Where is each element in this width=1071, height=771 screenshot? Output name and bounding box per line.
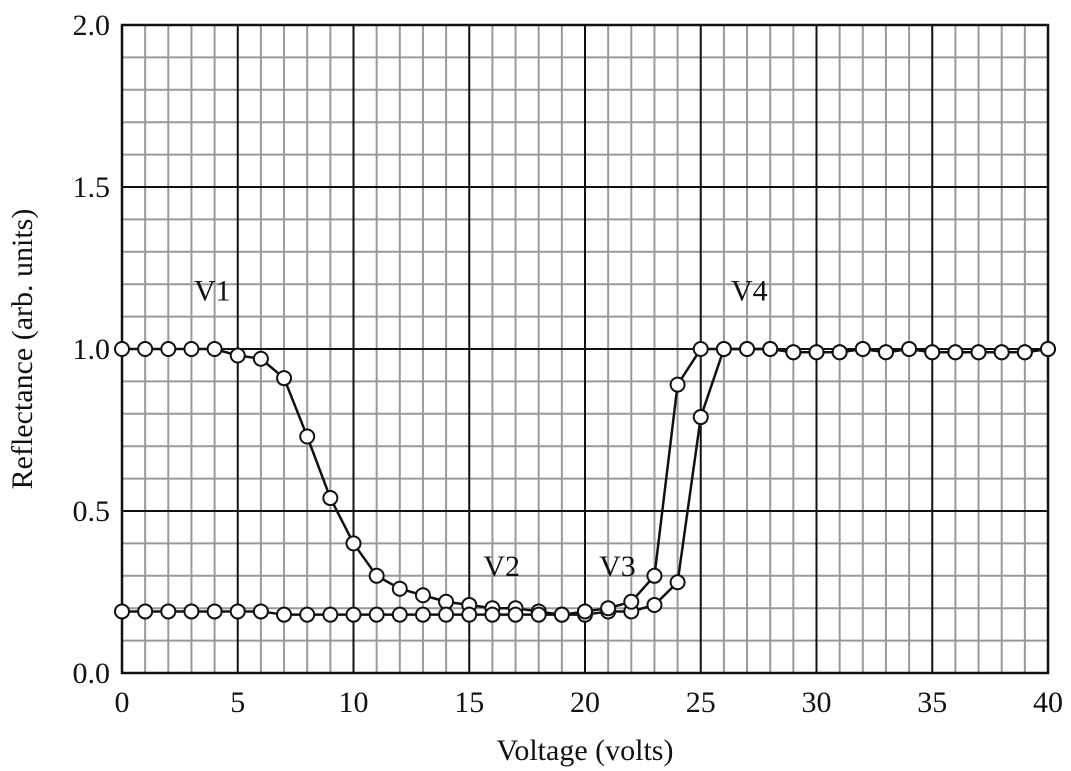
annotation: V4: [731, 274, 768, 307]
data-point: [970, 344, 987, 361]
data-point: [438, 593, 455, 610]
x-tick-label: 5: [230, 686, 245, 719]
data-point: [739, 341, 756, 357]
data-point: [553, 606, 570, 623]
data-point: [785, 344, 802, 361]
data-point: [229, 347, 246, 364]
data-point: [1040, 341, 1056, 357]
data-point: [276, 606, 293, 623]
data-point: [114, 341, 130, 357]
data-point: [160, 341, 177, 357]
data-point: [646, 567, 663, 584]
data-point: [391, 580, 408, 597]
x-tick-label: 30: [802, 686, 832, 719]
data-point: [947, 344, 964, 361]
data-point: [299, 428, 316, 445]
x-tick-label: 40: [1033, 686, 1063, 719]
data-point: [206, 341, 223, 357]
data-point: [461, 606, 478, 623]
x-tick-label: 0: [115, 686, 130, 719]
data-point: [530, 606, 547, 623]
y-axis-label: Reflectance (arb. units): [6, 209, 39, 490]
data-point: [646, 596, 663, 613]
data-point: [206, 603, 223, 620]
data-point: [345, 535, 362, 552]
data-point: [438, 606, 455, 623]
data-point: [322, 490, 339, 507]
data-point: [183, 341, 200, 357]
data-point: [368, 606, 385, 623]
data-point: [299, 606, 316, 623]
data-point: [414, 587, 431, 604]
data-point: [831, 344, 848, 361]
data-point: [1016, 344, 1033, 361]
annotation: V2: [483, 550, 520, 583]
x-tick-label: 25: [686, 686, 716, 719]
data-point: [229, 603, 246, 620]
data-point: [252, 603, 269, 620]
annotation: V3: [599, 550, 636, 583]
y-tick-label: 1.5: [73, 171, 111, 204]
data-point: [715, 341, 732, 357]
data-point: [854, 341, 871, 357]
x-tick-label: 15: [454, 686, 484, 719]
data-point: [877, 344, 894, 361]
x-axis-label: Voltage (volts): [497, 734, 674, 767]
y-tick-label: 2.0: [73, 9, 111, 42]
data-point: [345, 606, 362, 623]
data-point: [276, 370, 293, 387]
x-tick-label: 20: [570, 686, 600, 719]
data-point: [137, 341, 154, 357]
y-tick-label: 0.5: [73, 495, 111, 528]
data-point: [137, 603, 154, 620]
data-point: [368, 567, 385, 584]
data-point: [484, 606, 501, 623]
data-point: [669, 376, 686, 393]
y-tick-label: 1.0: [73, 333, 111, 366]
data-point: [623, 593, 640, 610]
data-point: [808, 344, 825, 361]
data-point: [600, 600, 617, 617]
y-tick-label: 0.0: [73, 657, 111, 690]
data-point: [692, 409, 709, 426]
data-point: [577, 603, 593, 620]
data-point: [507, 606, 524, 623]
x-tick-label: 35: [917, 686, 947, 719]
data-point: [183, 603, 200, 620]
data-point: [114, 603, 130, 620]
x-tick-label: 10: [339, 686, 369, 719]
data-point: [391, 606, 408, 623]
data-point: [924, 344, 941, 361]
data-point: [993, 344, 1010, 361]
data-point: [414, 606, 431, 623]
data-point: [252, 350, 269, 367]
data-point: [322, 606, 339, 623]
data-point: [762, 341, 779, 357]
data-point: [901, 341, 918, 357]
annotation: V1: [194, 274, 231, 307]
data-point: [692, 341, 709, 357]
data-point: [669, 574, 686, 591]
data-point: [160, 603, 177, 620]
